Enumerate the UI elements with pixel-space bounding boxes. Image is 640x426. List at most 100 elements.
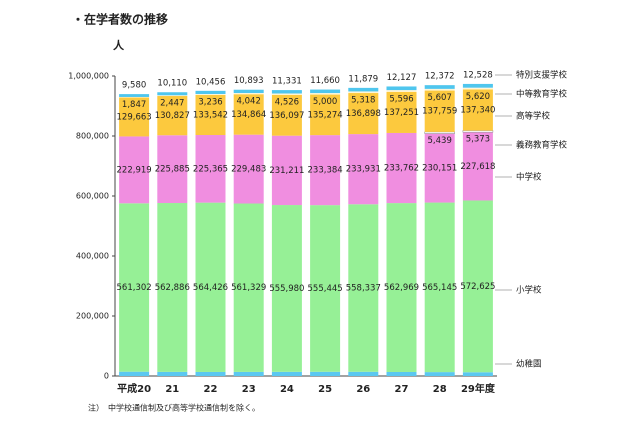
y-tick-label: 800,000: [76, 132, 109, 141]
bar-segment: [348, 93, 379, 135]
bar-segment: [271, 93, 302, 95]
bar-segment: [310, 94, 341, 136]
value-label: 222,919: [117, 165, 152, 175]
bar-segment: [348, 371, 379, 376]
value-label: 136,898: [346, 109, 381, 119]
y-tick-label: 400,000: [76, 252, 109, 261]
bar-segment: [119, 97, 150, 137]
value-label: 230,151: [422, 164, 457, 174]
value-label: 231,211: [269, 166, 304, 176]
value-label: 137,759: [422, 107, 457, 117]
value-label: 11,660: [310, 76, 340, 86]
bar-segment: [157, 95, 188, 97]
bar-segment: [119, 371, 150, 376]
bar-segment: [271, 94, 302, 136]
value-label: 225,885: [155, 165, 190, 175]
legend-label: 小学校: [516, 285, 542, 296]
legend-label: 中等教育学校: [516, 89, 568, 100]
value-label: 137,340: [460, 105, 495, 115]
bar-segment: [310, 135, 341, 206]
value-label: 129,663: [117, 112, 152, 122]
value-label: 5,373: [466, 135, 490, 145]
bar-segment: [386, 90, 417, 92]
value-label: 133,542: [193, 110, 228, 120]
value-label: 225,365: [193, 164, 228, 174]
bar-segment: [424, 131, 456, 134]
value-label: 5,439: [428, 136, 452, 146]
chart-title: ・在学者数の推移: [72, 12, 168, 27]
legend-label: 高等学校: [516, 111, 551, 122]
value-label: 5,000: [313, 97, 337, 107]
value-label: 561,302: [117, 283, 152, 293]
bar-segment: [195, 371, 226, 376]
value-label: 572,625: [460, 282, 495, 292]
bar-segment: [195, 202, 226, 372]
bar-segment: [424, 88, 455, 91]
bar-segment: [462, 200, 493, 373]
bar-segment: [119, 96, 150, 98]
value-label: 227,618: [460, 162, 495, 172]
value-label: 137,251: [384, 108, 419, 118]
bar-segment: [271, 205, 302, 372]
value-label: 10,110: [157, 79, 187, 89]
value-label: 12,528: [463, 70, 493, 80]
bar-segment: [271, 371, 302, 376]
legend-label: 幼稚園: [516, 359, 542, 370]
bar-segment: [424, 133, 455, 203]
x-tick-label: 27: [395, 384, 409, 395]
value-label: 562,886: [155, 283, 190, 293]
bar-segment: [462, 132, 493, 201]
bar-segment: [195, 93, 226, 95]
value-label: 11,331: [272, 77, 302, 87]
bar-segment: [233, 94, 264, 135]
value-label: 4,526: [275, 97, 299, 107]
x-tick-label: 22: [204, 384, 218, 395]
value-label: 564,426: [193, 283, 228, 293]
bar-segment: [119, 136, 150, 204]
bar-segment: [348, 204, 379, 372]
value-label: 11,879: [348, 74, 378, 84]
x-tick-label: 29年度: [461, 382, 496, 395]
legend-label: 中学校: [516, 172, 542, 183]
x-tick-label: 23: [242, 384, 256, 395]
bar-segment: [348, 91, 379, 94]
bar-segment: [386, 203, 417, 372]
x-tick-label: 平成20: [117, 382, 151, 395]
value-label: 9,580: [122, 81, 146, 91]
x-tick-label: 25: [318, 384, 332, 395]
value-label: 10,456: [196, 77, 226, 87]
bar-segment: [348, 87, 379, 92]
value-label: 233,384: [308, 166, 343, 176]
value-label: 12,127: [387, 73, 417, 83]
value-label: 233,931: [346, 165, 381, 175]
bar-segment: [424, 372, 455, 376]
x-tick-label: 24: [280, 384, 294, 395]
x-tick-label: 28: [433, 384, 447, 395]
value-label: 3,236: [198, 97, 222, 107]
value-label: 12,372: [425, 72, 455, 82]
y-tick-label: 200,000: [76, 312, 109, 321]
value-label: 555,980: [269, 284, 304, 294]
x-tick-label: 21: [165, 384, 179, 395]
y-axis-label: 人: [113, 38, 125, 52]
bar-segment: [424, 202, 455, 373]
bar-segment: [424, 90, 455, 132]
bar-segment: [271, 90, 302, 94]
value-label: 233,762: [384, 164, 419, 174]
value-label: 561,329: [231, 283, 266, 293]
bar-segment: [195, 90, 226, 94]
value-label: 130,827: [155, 111, 190, 121]
bar-segment: [119, 94, 150, 97]
bar-segment: [310, 371, 341, 376]
bar-segment: [233, 92, 264, 95]
bar-segment: [310, 205, 341, 372]
bar-segment: [386, 91, 417, 133]
value-label: 2,447: [160, 99, 184, 109]
bar-segment: [462, 130, 494, 133]
bar-segment: [233, 134, 264, 204]
value-label: 135,274: [308, 110, 343, 120]
legend-label: 義務教育学校: [516, 140, 568, 151]
value-label: 4,042: [237, 97, 261, 107]
bar-segment: [386, 86, 417, 91]
value-label: 136,097: [269, 111, 304, 121]
